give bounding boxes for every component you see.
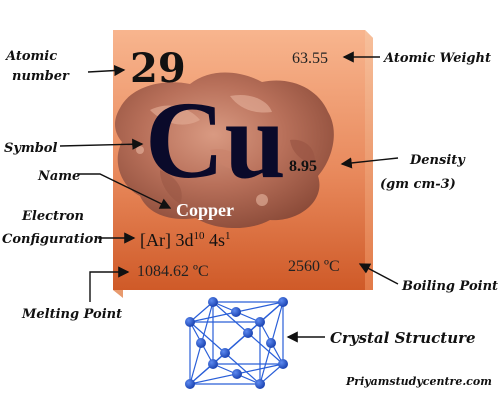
atomic-number-arrow bbox=[87, 64, 126, 77]
symbol-label: Symbol bbox=[4, 141, 57, 156]
element-symbol: Cu bbox=[145, 79, 286, 201]
boiling-point-arrow bbox=[358, 263, 399, 285]
copper-nugget-image bbox=[115, 72, 334, 229]
atomic-weight-value: 63.55 bbox=[292, 50, 328, 67]
electron-configuration-label-line2: Configuration bbox=[2, 232, 103, 247]
atomic-weight-label: Atomic Weight bbox=[382, 51, 491, 66]
tile-right-edge bbox=[365, 30, 373, 290]
config-d-count: 10 bbox=[193, 230, 205, 242]
melting-point-arrow bbox=[89, 266, 130, 302]
name-label: Name bbox=[37, 169, 80, 184]
density-label-line1: Density bbox=[409, 153, 466, 168]
name-arrow bbox=[78, 173, 172, 209]
boiling-point-value: 2560 ºC bbox=[288, 258, 340, 275]
annotation-arrows bbox=[59, 51, 399, 343]
atomic-number-label-line1: Atomic bbox=[4, 49, 57, 64]
density-label-line2: (gm cm-3) bbox=[380, 177, 456, 192]
atomic-number-value: 29 bbox=[130, 45, 186, 92]
electron-configuration-value: [Ar] 3d10 4s1 bbox=[140, 230, 231, 250]
website-credit: Priyamstudycentre.com bbox=[345, 375, 492, 388]
density-arrow bbox=[340, 157, 399, 169]
melting-point-label: Melting Point bbox=[21, 307, 122, 322]
config-s-part: 4s bbox=[204, 230, 225, 250]
config-core: [Ar] 3d bbox=[140, 230, 193, 250]
crystal-structure-label: Crystal Structure bbox=[330, 329, 476, 347]
boiling-point-label: Boiling Point bbox=[401, 279, 498, 294]
density-value: 8.95 bbox=[289, 158, 317, 175]
melting-point-value: 1084.62 ºC bbox=[137, 263, 209, 280]
lattice-atoms bbox=[185, 297, 288, 389]
atomic-number-label-line2: number bbox=[12, 69, 70, 84]
electron-configuration-label-line1: Electron bbox=[21, 209, 84, 224]
config-s-count: 1 bbox=[225, 230, 231, 242]
symbol-arrow bbox=[59, 138, 144, 150]
element-name: Copper bbox=[176, 200, 234, 220]
